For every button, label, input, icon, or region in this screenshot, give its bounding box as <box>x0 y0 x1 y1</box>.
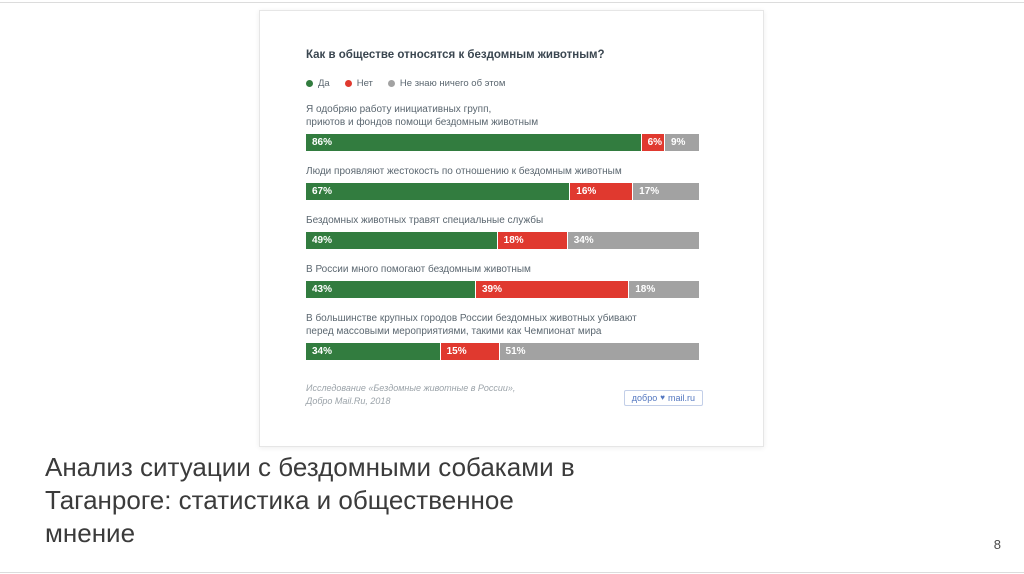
bottom-divider <box>0 572 1024 573</box>
question-label: В России много помогают бездомным животн… <box>306 264 531 275</box>
bar-segment: 15% <box>439 343 499 360</box>
stacked-bar: 67% 16% 17% <box>306 183 699 200</box>
legend-item: Нет <box>344 78 373 89</box>
stacked-bar: 43% 39% 18% <box>306 281 699 298</box>
bar-segment: 43% <box>306 281 475 298</box>
question-label: Я одобряю работу инициативных групп, при… <box>306 104 539 128</box>
bar-segment: 6% <box>640 134 664 151</box>
question-label: Люди проявляют жестокость по отношению к… <box>306 166 622 177</box>
bar-segment: 49% <box>306 232 497 249</box>
legend-label: Нет <box>356 78 373 89</box>
legend-item: Не знаю ничего об этом <box>387 78 506 89</box>
stacked-bar: 86% 6% 9% <box>306 134 699 151</box>
bar-row: В большинстве крупных городов России без… <box>306 312 699 360</box>
logo-suffix: mail.ru <box>667 393 695 403</box>
bar-row: Бездомных животных травят специальные сл… <box>306 214 699 249</box>
bar-row: Люди проявляют жестокость по отношению к… <box>306 165 699 200</box>
stacked-bar: 34% 15% 51% <box>306 343 699 360</box>
bar-row: Я одобряю работу инициативных групп, при… <box>306 103 699 151</box>
question-label: Бездомных животных травят специальные сл… <box>306 215 544 226</box>
legend-label: Не знаю ничего об этом <box>399 78 506 89</box>
bar-segment: 51% <box>498 343 699 360</box>
legend-label: Да <box>318 78 330 89</box>
bar-segment: 18% <box>628 281 699 298</box>
bar-segment: 16% <box>569 183 633 200</box>
logo-prefix: добро <box>631 393 658 403</box>
stacked-bar-chart: Я одобряю работу инициативных групп, при… <box>306 103 699 360</box>
legend-dot-icon <box>387 80 395 87</box>
legend-dot-icon <box>306 80 313 87</box>
bar-segment: 17% <box>632 183 699 200</box>
stacked-bar: 49% 18% 34% <box>306 232 699 249</box>
legend-dot-icon <box>344 80 352 87</box>
dobro-mailru-logo: добро ♥ mail.ru <box>623 390 703 406</box>
source-note: Исследование «Бездомные животные в Росси… <box>306 383 516 407</box>
chart-legend: Да Нет Не знаю ничего об этом <box>306 78 699 89</box>
page-number: 8 <box>993 537 1001 552</box>
heart-icon: ♥ <box>660 393 665 402</box>
bar-segment: 67% <box>306 183 570 200</box>
bar-row: В России много помогают бездомным животн… <box>306 263 699 298</box>
bar-segment: 39% <box>474 281 629 298</box>
chart-card: Как в обществе относятся к бездомным жив… <box>259 10 764 447</box>
bar-segment: 34% <box>306 343 440 360</box>
chart-title: Как в обществе относятся к бездомным жив… <box>306 49 605 61</box>
legend-item: Да <box>306 78 330 89</box>
bar-segment: 34% <box>566 232 699 249</box>
bar-segment: 86% <box>306 134 641 151</box>
slide-title: Анализ ситуации с бездомными собаками в … <box>45 452 575 549</box>
bar-segment: 18% <box>496 232 567 249</box>
bar-segment: 9% <box>663 134 699 151</box>
question-label: В большинстве крупных городов России без… <box>306 313 637 337</box>
top-divider <box>0 2 1024 3</box>
